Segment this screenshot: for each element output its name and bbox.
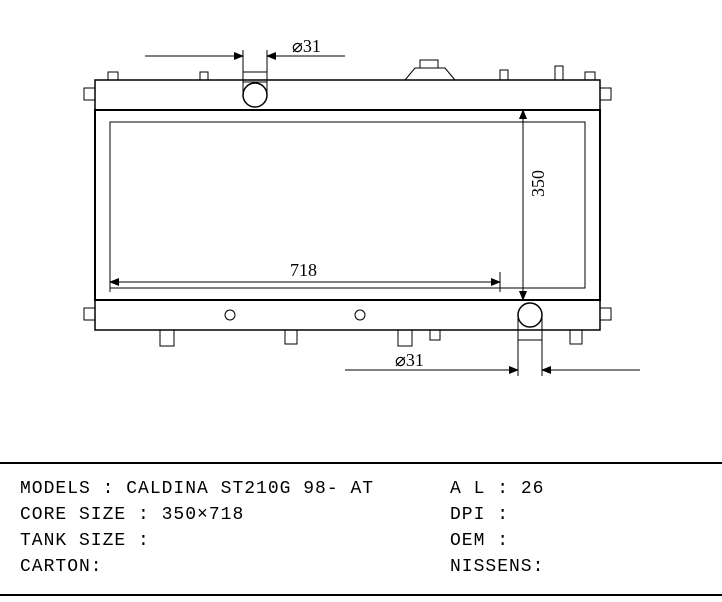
height-label: 350 — [528, 170, 549, 197]
spec-label: CORE SIZE : — [20, 505, 150, 525]
spec-label: MODELS : — [20, 479, 114, 499]
spec-cell: NISSENS: — [450, 554, 702, 580]
spec-label: NISSENS: — [450, 557, 544, 577]
spec-label: CARTON: — [20, 557, 103, 577]
spec-label: A L : — [450, 479, 509, 499]
radiator-schematic — [0, 0, 722, 440]
top-diameter-label: ⌀31 — [292, 36, 321, 57]
spec-value: 350×718 — [150, 505, 244, 525]
spec-row: MODELS : CALDINA ST210G 98- AT A L : 26 — [20, 476, 702, 502]
spec-value: 26 — [509, 479, 544, 499]
spec-label: OEM : — [450, 531, 509, 551]
spec-cell: TANK SIZE : — [20, 528, 450, 554]
technical-drawing: ⌀31 ⌀31 350 718 — [0, 0, 722, 440]
spec-row: CORE SIZE : 350×718 DPI : — [20, 502, 702, 528]
spec-label: TANK SIZE : — [20, 531, 150, 551]
spec-row: TANK SIZE : OEM : — [20, 528, 702, 554]
spec-row: CARTON: NISSENS: — [20, 554, 702, 580]
bottom-diameter-label: ⌀31 — [395, 350, 424, 371]
spec-cell: CORE SIZE : 350×718 — [20, 502, 450, 528]
spec-cell: A L : 26 — [450, 476, 702, 502]
spec-cell: OEM : — [450, 528, 702, 554]
spec-cell: CARTON: — [20, 554, 450, 580]
spec-value: CALDINA ST210G 98- AT — [114, 479, 374, 499]
width-label: 718 — [290, 260, 317, 281]
spec-cell: MODELS : CALDINA ST210G 98- AT — [20, 476, 450, 502]
spec-cell: DPI : — [450, 502, 702, 528]
spec-label: DPI : — [450, 505, 509, 525]
spec-table: MODELS : CALDINA ST210G 98- AT A L : 26 … — [0, 462, 722, 596]
